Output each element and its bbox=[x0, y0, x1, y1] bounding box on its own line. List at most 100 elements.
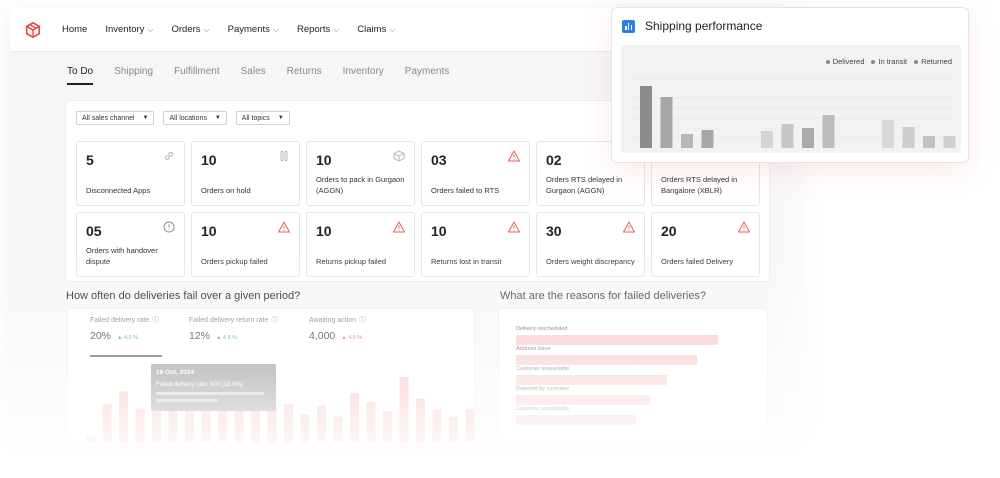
metric-value-row: 4,000 ▲ 4.5 % bbox=[309, 330, 366, 342]
failure-bar bbox=[168, 410, 178, 442]
todo-card[interactable]: 10 Orders on hold bbox=[191, 141, 300, 206]
info-icon: ⓘ bbox=[152, 317, 160, 324]
metric-label: Awaiting action ⓘ bbox=[309, 315, 366, 325]
nav-item-claims[interactable]: Claims ⌵ bbox=[357, 24, 395, 35]
nav-item-label: Claims bbox=[357, 24, 387, 35]
filter-dropdown[interactable]: All locations ▼ bbox=[163, 111, 227, 125]
nav-item-home[interactable]: Home bbox=[62, 24, 87, 35]
info-icon bbox=[163, 221, 175, 233]
todo-card[interactable]: 20 Orders failed Delivery bbox=[651, 212, 760, 277]
performance-bar bbox=[882, 120, 894, 148]
nav-item-label: Reports bbox=[296, 24, 331, 35]
card-count: 5 bbox=[86, 152, 94, 168]
performance-chart-svg bbox=[629, 77, 956, 148]
reason-bar bbox=[516, 335, 718, 345]
warning-icon bbox=[508, 221, 520, 233]
metric-value: 20% bbox=[90, 330, 112, 342]
filter-dropdown[interactable]: All sales channel ▼ bbox=[76, 111, 155, 125]
failure-bar bbox=[350, 393, 359, 442]
todo-card[interactable]: 10 Orders pickup failed bbox=[191, 212, 300, 277]
performance-chart: Delivered In transit Returned bbox=[621, 45, 961, 153]
card-count: 10 bbox=[316, 223, 332, 239]
card-label: Orders on hold bbox=[201, 186, 251, 195]
metric-value: 12% bbox=[189, 330, 211, 342]
nav-item-payments[interactable]: Payments ⌵ bbox=[228, 24, 279, 35]
chevron-down-icon: ⌵ bbox=[389, 24, 396, 34]
legend-label: Returned bbox=[921, 57, 952, 66]
warning-icon bbox=[738, 221, 750, 233]
reason-bar bbox=[516, 395, 650, 405]
failure-bar bbox=[333, 416, 343, 442]
active-metric-indicator bbox=[90, 355, 162, 357]
todo-card[interactable]: 10 Returns pickup failed bbox=[306, 212, 415, 277]
card-label: Orders with handover dispute bbox=[86, 246, 158, 266]
reasons-section-title: What are the reasons for failed deliveri… bbox=[500, 290, 707, 302]
todo-card[interactable]: 10 Orders to pack in Gurgaon (AGGN) bbox=[306, 141, 415, 206]
tab-returns[interactable]: Returns bbox=[286, 66, 322, 77]
nav-item-reports[interactable]: Reports ⌵ bbox=[297, 24, 339, 35]
tab-inventory[interactable]: Inventory bbox=[342, 66, 384, 77]
failure-bar bbox=[86, 436, 95, 442]
tab-to-do[interactable]: To Do bbox=[67, 66, 94, 85]
todo-card[interactable]: 03 Orders failed to RTS bbox=[421, 141, 530, 206]
card-label: Returns lost in transit bbox=[431, 257, 502, 266]
metric-block[interactable]: Awaiting action ⓘ 4,000 ▲ 4.5 % bbox=[309, 315, 366, 342]
pause-icon bbox=[280, 151, 288, 161]
metric-label-text: Failed delivery rate bbox=[90, 317, 150, 324]
tab-payments[interactable]: Payments bbox=[404, 66, 450, 77]
todo-card[interactable]: 5 Disconnected Apps bbox=[76, 141, 185, 206]
tab-shipping[interactable]: Shipping bbox=[114, 66, 154, 77]
metric-label-text: Awaiting action bbox=[309, 317, 356, 324]
filter-dropdown[interactable]: All topics ▼ bbox=[235, 111, 290, 125]
metric-label: Failed delivery return rate ⓘ bbox=[189, 315, 278, 325]
reason-bar bbox=[516, 355, 697, 365]
failure-bar bbox=[102, 404, 112, 442]
subtab-bar: To Do Shipping Fulfillment Sales Returns Inve… bbox=[67, 66, 470, 85]
nav-item-orders[interactable]: Orders ⌵ bbox=[172, 24, 210, 35]
performance-bar bbox=[701, 130, 714, 148]
chart-tooltip: 16 Oct, 2024 Failed delivery rate: 600 (… bbox=[151, 364, 276, 411]
card-label: Returns pickup failed bbox=[316, 257, 387, 266]
reason-bar bbox=[516, 415, 636, 425]
filter-label: All locations bbox=[169, 114, 207, 122]
warning-icon bbox=[393, 221, 405, 233]
todo-card[interactable]: 05 Orders with handover dispute bbox=[76, 212, 185, 277]
todo-card[interactable]: 02 Orders RTS delayed in Gurgaon (AGGN) bbox=[536, 141, 645, 206]
metric-value-row: 20% ▲ 4.5 % bbox=[90, 330, 159, 342]
metric-delta: ▲ 4.5 % bbox=[117, 335, 139, 341]
card-count: 10 bbox=[201, 152, 217, 168]
reason-row: Customer unavailable bbox=[516, 366, 667, 385]
nav-item-label: Home bbox=[62, 24, 88, 35]
tab-sales[interactable]: Sales bbox=[240, 66, 266, 77]
card-count: 03 bbox=[431, 152, 447, 168]
card-count: 10 bbox=[201, 223, 217, 239]
link-icon bbox=[165, 152, 173, 160]
nav-item-inventory[interactable]: Inventory ⌵ bbox=[105, 24, 153, 35]
bar-chart-icon bbox=[622, 20, 635, 33]
reason-label: Customer unavailable bbox=[516, 406, 570, 412]
metric-label: Failed delivery rate ⓘ bbox=[90, 315, 159, 325]
tab-fulfillment[interactable]: Fulfillment bbox=[174, 66, 220, 77]
performance-bar bbox=[822, 115, 835, 148]
info-icon: ⓘ bbox=[271, 317, 279, 324]
card-label: Orders failed to RTS bbox=[431, 186, 500, 195]
chevron-down-icon: ⌵ bbox=[333, 24, 340, 34]
chevron-down-icon: ⌵ bbox=[147, 24, 154, 34]
legend-dot bbox=[871, 59, 876, 64]
nav-item-label: Inventory bbox=[105, 24, 145, 35]
warning-icon bbox=[623, 221, 635, 233]
performance-bar bbox=[660, 97, 673, 148]
metric-block[interactable]: Failed delivery return rate ⓘ 12% ▲ 4.5 % bbox=[189, 315, 278, 342]
metric-block[interactable]: Failed delivery rate ⓘ 20% ▲ 4.5 % bbox=[90, 315, 159, 342]
todo-card[interactable]: 10 Returns lost in transit bbox=[421, 212, 530, 277]
todo-card[interactable]: 30 Orders weight discrepancy bbox=[536, 212, 645, 277]
nav-item-label: Payments bbox=[227, 24, 270, 35]
nav-menu: Home Inventory ⌵ Orders ⌵ Payments ⌵ Reports ⌵ Cl… bbox=[62, 24, 413, 35]
tooltip-line bbox=[156, 392, 264, 395]
filter-label: All topics bbox=[241, 114, 270, 122]
card-label: Orders weight discrepancy bbox=[546, 257, 635, 266]
failure-bar bbox=[449, 416, 458, 442]
caret-down-icon: ▼ bbox=[277, 115, 284, 121]
card-count: 02 bbox=[546, 152, 562, 168]
logo-icon[interactable] bbox=[24, 21, 42, 39]
